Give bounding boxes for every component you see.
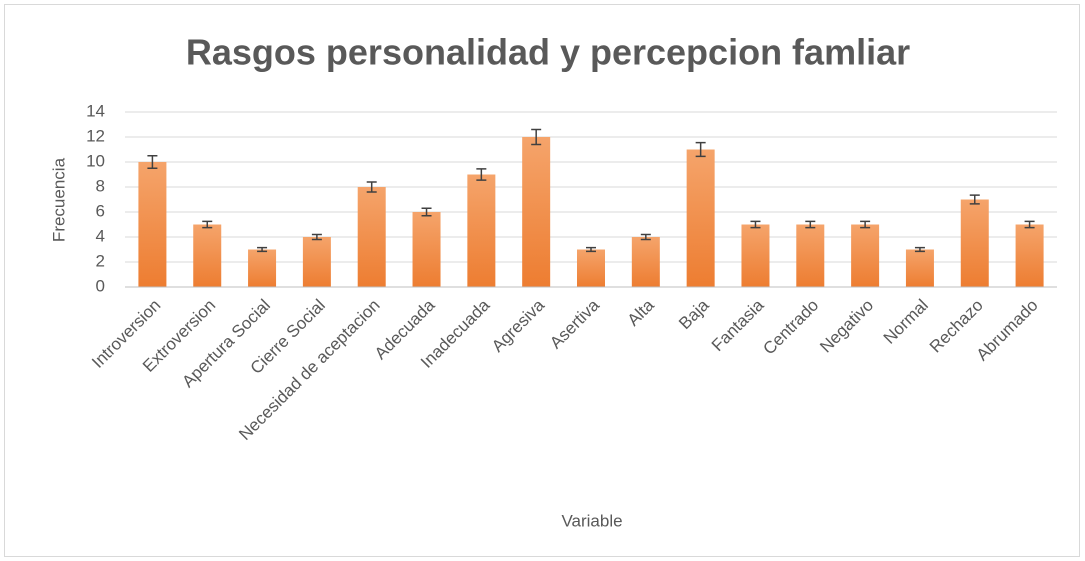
bar [248, 249, 277, 287]
error-bar [421, 207, 432, 217]
error-bar [1024, 220, 1035, 229]
error-bar [586, 246, 596, 253]
error-bar [311, 233, 322, 241]
error-bar [531, 128, 542, 146]
y-tick-label: 12 [86, 126, 105, 145]
error-bar [969, 194, 980, 205]
error-bar [257, 246, 268, 253]
bar [412, 212, 441, 287]
bar [467, 174, 496, 287]
bar [851, 224, 880, 287]
bar [577, 249, 605, 287]
y-tick-label: 4 [96, 226, 105, 245]
y-tick-label: 2 [96, 251, 105, 270]
error-bar [476, 168, 487, 181]
bar [960, 199, 989, 287]
error-bar [805, 220, 816, 229]
y-tick-label: 6 [96, 201, 105, 220]
error-bar [147, 155, 158, 169]
error-bar [695, 141, 706, 158]
y-tick-label: 8 [96, 176, 105, 195]
bar [905, 249, 934, 287]
error-bar [202, 220, 213, 229]
bar [302, 237, 331, 287]
error-bar [860, 220, 871, 229]
bar [741, 224, 770, 287]
error-bar [750, 220, 761, 229]
x-axis-label: Variable [561, 511, 622, 530]
y-axis-label: Frecuencia [49, 157, 68, 242]
bar [631, 237, 660, 287]
error-bar [366, 181, 377, 193]
y-tick-label: 10 [86, 151, 105, 170]
y-tick-label: 14 [86, 101, 105, 120]
bar [686, 149, 715, 287]
bar [138, 162, 167, 287]
bar [1015, 224, 1044, 287]
bar [357, 187, 386, 287]
error-bar [640, 233, 651, 241]
y-tick-label: 0 [96, 276, 105, 295]
chart-title: Rasgos personalidad y percepcion famliar [186, 32, 910, 73]
bar [193, 224, 222, 287]
bar [522, 137, 551, 287]
error-bar [914, 246, 925, 253]
bar [796, 224, 825, 287]
